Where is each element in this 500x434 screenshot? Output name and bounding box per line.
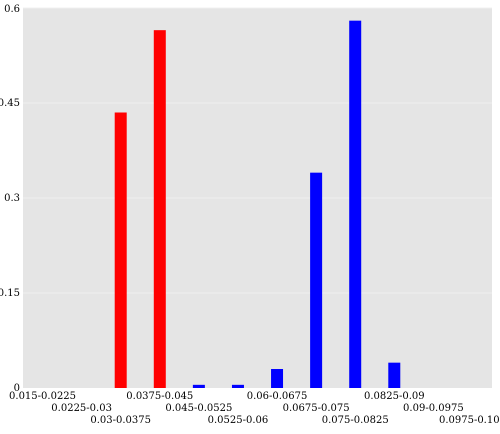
x-tick-label: 0.0975-0.105 — [439, 415, 500, 426]
x-tick-label: 0.015-0.0225 — [9, 391, 76, 402]
x-tick-label: 0.0675-0.075 — [283, 403, 350, 414]
bar-series2-9 — [388, 362, 401, 388]
bar-series1-3 — [153, 30, 166, 389]
gridlines — [23, 7, 492, 294]
x-tick-label: 0.0825-0.09 — [364, 391, 425, 402]
y-tick-label: 0.45 — [0, 98, 20, 109]
bar-series2-6 — [271, 369, 284, 388]
bars — [114, 20, 401, 389]
x-tick-label: 0.0225-0.03 — [51, 403, 112, 414]
y-tick-label: 0 — [14, 383, 20, 394]
bar-series2-8 — [349, 20, 362, 389]
x-tick-label: 0.0375-0.045 — [126, 391, 193, 402]
x-tick-label: 0.06-0.0675 — [247, 391, 308, 402]
y-tick-label: 0.6 — [4, 4, 20, 15]
x-tick-label: 0.075-0.0825 — [322, 415, 389, 426]
x-tick-label: 0.03-0.0375 — [90, 415, 151, 426]
x-tick-label: 0.045-0.0525 — [165, 403, 232, 414]
y-tick-label: 0.3 — [4, 193, 20, 204]
bar-series2-5 — [231, 384, 244, 388]
y-axis-tick-labels: 0 0.15 0.3 0.45 0.6 — [0, 4, 20, 394]
x-tick-label: 0.09-0.0975 — [403, 403, 464, 414]
bar-series2-7 — [310, 172, 323, 388]
x-tick-label: 0.0525-0.06 — [208, 415, 269, 426]
bar-series1-2 — [114, 112, 127, 388]
y-tick-label: 0.15 — [0, 288, 20, 299]
bar-series2-4 — [192, 384, 205, 388]
